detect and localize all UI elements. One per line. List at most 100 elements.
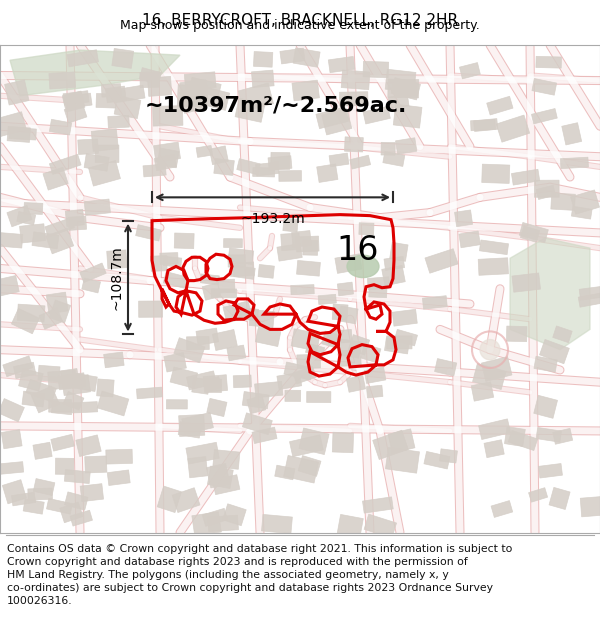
Bar <box>17 211 35 225</box>
Bar <box>571 190 599 214</box>
Bar <box>63 91 89 105</box>
Bar <box>258 264 274 278</box>
Bar <box>553 428 572 444</box>
Bar <box>49 300 71 323</box>
Bar <box>298 456 321 476</box>
Bar <box>170 367 197 388</box>
Bar <box>24 202 43 214</box>
Bar <box>23 499 44 514</box>
Bar <box>392 309 417 326</box>
Bar <box>106 86 127 103</box>
Bar <box>512 273 541 292</box>
Bar <box>479 419 511 439</box>
Bar <box>113 85 145 102</box>
Bar <box>367 277 389 290</box>
Bar <box>139 301 163 318</box>
Bar <box>318 294 337 304</box>
Bar <box>338 339 361 358</box>
Text: 16, BERRYCROFT, BRACKNELL, RG12 2HR: 16, BERRYCROFT, BRACKNELL, RG12 2HR <box>142 12 458 28</box>
Bar <box>39 308 62 329</box>
Bar <box>373 430 409 459</box>
Bar <box>46 292 68 314</box>
Bar <box>179 88 203 113</box>
Bar <box>386 336 412 349</box>
Bar <box>285 390 301 401</box>
Bar <box>277 372 302 389</box>
Bar <box>223 504 246 526</box>
Bar <box>505 427 526 446</box>
Bar <box>346 376 365 392</box>
Bar <box>491 501 513 518</box>
Bar <box>434 359 457 376</box>
Bar <box>362 497 393 513</box>
Bar <box>290 284 314 294</box>
Bar <box>43 167 68 190</box>
Bar <box>84 199 110 216</box>
Bar <box>275 465 295 480</box>
Bar <box>228 255 245 267</box>
Bar <box>307 391 331 402</box>
Bar <box>385 69 416 92</box>
Bar <box>9 127 37 140</box>
Bar <box>49 154 81 174</box>
Bar <box>76 435 101 456</box>
Bar <box>363 106 391 124</box>
Bar <box>551 193 575 211</box>
Bar <box>136 387 163 399</box>
Bar <box>388 79 419 98</box>
Bar <box>350 155 371 169</box>
Bar <box>206 463 230 488</box>
Bar <box>64 103 87 123</box>
Bar <box>46 499 73 514</box>
Bar <box>200 274 220 284</box>
Bar <box>163 256 182 268</box>
Bar <box>200 87 230 111</box>
Bar <box>1 429 22 449</box>
Bar <box>317 164 338 182</box>
Bar <box>139 68 161 84</box>
Bar <box>143 164 166 177</box>
Bar <box>80 484 104 502</box>
Bar <box>329 153 349 167</box>
Bar <box>385 338 409 354</box>
Bar <box>38 365 60 382</box>
Bar <box>316 107 349 129</box>
Bar <box>296 261 320 276</box>
Bar <box>228 248 254 264</box>
Bar <box>80 263 106 282</box>
Bar <box>328 56 355 72</box>
Bar <box>49 72 76 89</box>
Bar <box>251 70 274 88</box>
Bar <box>279 171 302 181</box>
Bar <box>344 137 364 152</box>
Bar <box>180 80 208 102</box>
Bar <box>237 159 260 175</box>
Ellipse shape <box>347 255 379 278</box>
Bar <box>536 428 562 442</box>
Bar <box>97 391 129 416</box>
Bar <box>470 119 496 131</box>
Bar <box>202 508 227 526</box>
Bar <box>337 514 363 538</box>
Bar <box>101 84 121 97</box>
Bar <box>254 381 283 398</box>
Bar <box>322 331 340 348</box>
Bar <box>473 364 506 389</box>
Bar <box>189 77 221 97</box>
Bar <box>60 502 83 522</box>
Bar <box>106 449 133 464</box>
Bar <box>361 344 381 363</box>
Bar <box>534 395 557 418</box>
Bar <box>0 276 19 296</box>
Bar <box>96 94 116 108</box>
Bar <box>91 129 118 151</box>
Bar <box>484 440 504 458</box>
Bar <box>580 497 600 517</box>
Bar <box>532 79 557 95</box>
Bar <box>7 206 32 227</box>
Bar <box>208 466 233 489</box>
Bar <box>136 224 161 241</box>
Bar <box>26 379 56 402</box>
Bar <box>277 244 302 261</box>
Bar <box>11 308 40 334</box>
